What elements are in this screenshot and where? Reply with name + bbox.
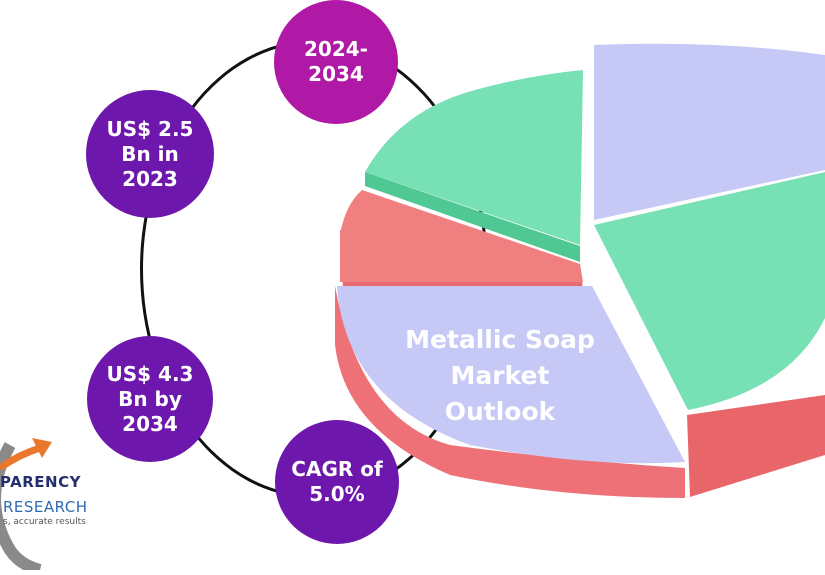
pie-slice-side-red-right: [687, 395, 825, 497]
logo-arrow-head: [32, 438, 52, 458]
logo-tagline: s, accurate results: [3, 517, 86, 527]
growth-arrow-logo-icon: [0, 438, 52, 570]
pie-slice-top-green-right: [594, 172, 825, 410]
pie-slice-side-green-top: [365, 172, 580, 262]
period-text: 2024- 2034: [304, 37, 368, 86]
period-bubble: 2024- 2034: [274, 0, 398, 124]
market-value-2023-bubble: US$ 2.5 Bn in 2023: [86, 90, 214, 218]
pie-slice-top-green-left: [365, 70, 583, 245]
cagr-text: CAGR of 5.0%: [291, 457, 383, 506]
market-value-2034-text: US$ 4.3 Bn by 2034: [106, 361, 194, 436]
pie-slice-top-red: [340, 190, 583, 282]
logo-wordmark-top: PARENCY: [0, 473, 81, 491]
pie-slice-top-lavender: [594, 43, 825, 220]
market-value-2023-text: US$ 2.5 Bn in 2023: [106, 116, 194, 191]
logo-wordmark-bottom: RESEARCH: [3, 498, 88, 516]
cagr-bubble: CAGR of 5.0%: [275, 420, 399, 544]
logo-ring-arc: [0, 442, 42, 570]
market-value-2034-bubble: US$ 4.3 Bn by 2034: [87, 336, 213, 462]
chart-title: Metallic Soap Market Outlook: [405, 325, 595, 426]
pie-slice-side-red-front: [335, 286, 685, 498]
logo-arrow-shaft: [0, 444, 42, 471]
pie-slice-top-lavender-front: [337, 286, 685, 464]
